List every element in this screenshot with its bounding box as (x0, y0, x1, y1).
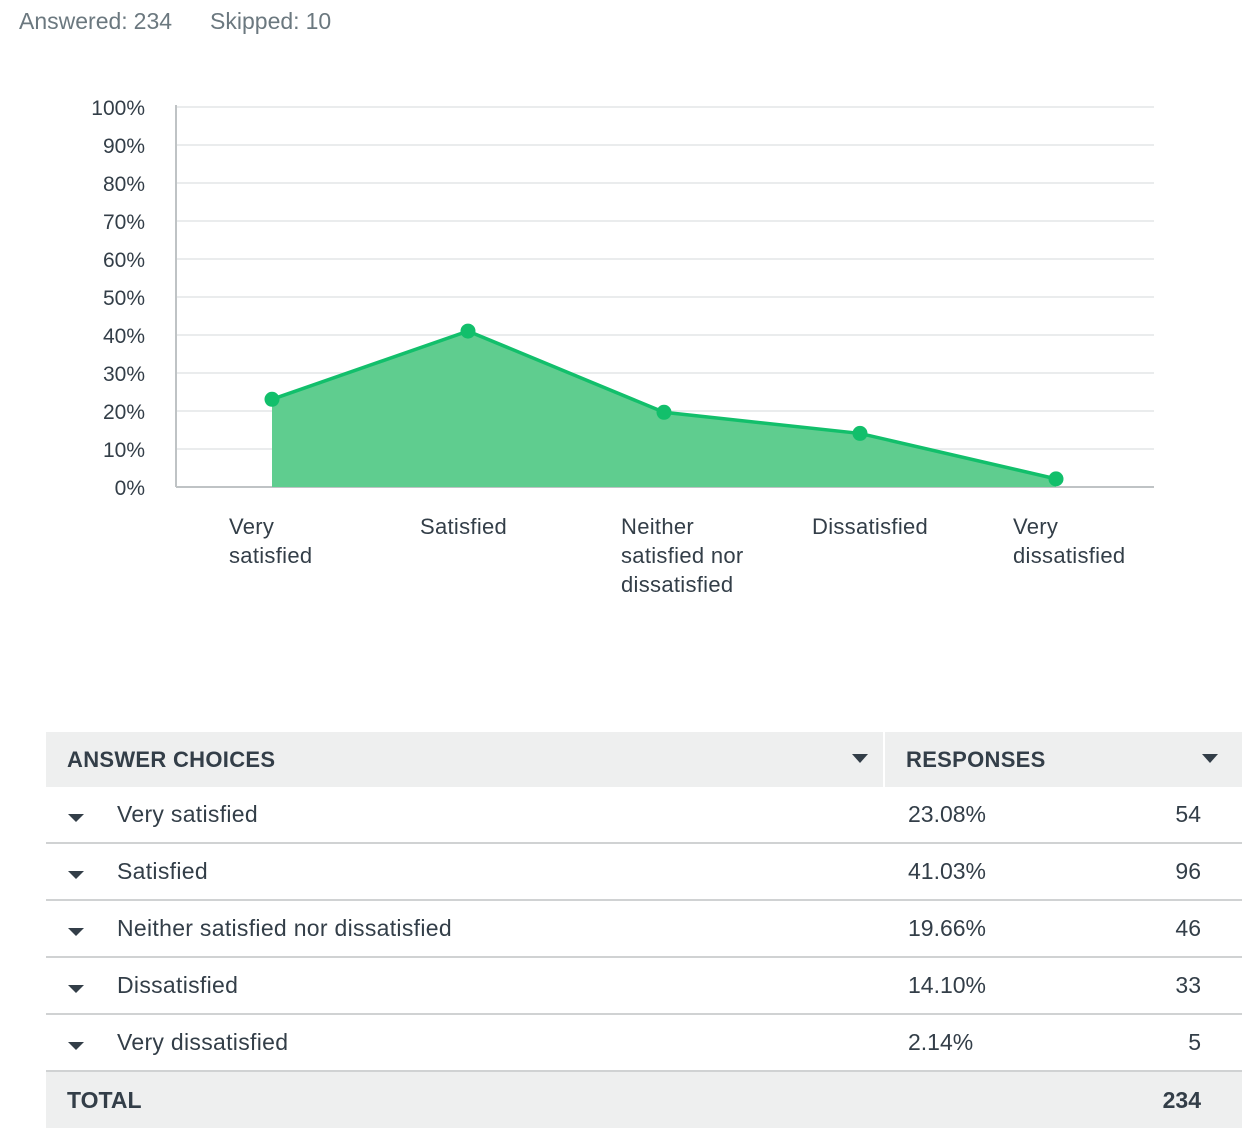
data-point (1048, 471, 1064, 487)
response-count: 54 (1175, 801, 1201, 827)
responses-header[interactable]: RESPONSES (885, 732, 1242, 787)
answer-choice-label: Neither satisfied nor dissatisfied (117, 915, 452, 941)
expand-row-icon[interactable] (68, 1042, 84, 1050)
x-tick-label-line: satisfied nor (621, 543, 744, 568)
x-tick-label-line: dissatisfied (1013, 543, 1126, 568)
response-percent: 19.66% (908, 915, 987, 941)
data-point (460, 323, 476, 339)
skipped-label: Skipped: (210, 8, 300, 34)
answered-value: 234 (133, 8, 173, 34)
response-count: 46 (1175, 915, 1201, 941)
area-chart: 0% 10% 20% 30% 40% 50% 60% 70% 80% 90% 100% (91, 97, 1154, 500)
table-row[interactable]: Very dissatisfied 2.14% 5 (46, 1015, 1242, 1072)
answered-label: Answered: (19, 8, 128, 34)
x-tick-label: Very satisfied (229, 512, 312, 570)
response-count: 96 (1175, 858, 1201, 884)
responses-header-label: RESPONSES (906, 746, 1046, 772)
x-tick-label-line: Satisfied (420, 514, 508, 539)
data-point (656, 404, 672, 420)
y-tick-label: 60% (103, 249, 145, 272)
y-tick-label: 70% (103, 211, 145, 234)
y-tick-label: 0% (115, 477, 145, 500)
x-tick-label-line: Very (1013, 514, 1059, 539)
answer-choices-header[interactable]: ANSWER CHOICES (46, 732, 885, 787)
x-tick-label: Dissatisfied (812, 512, 928, 541)
responses-sort-icon[interactable] (1202, 754, 1218, 763)
answer-choices-header-label: ANSWER CHOICES (67, 746, 276, 772)
response-percent: 41.03% (908, 858, 987, 884)
x-tick-label: Very dissatisfied (1013, 512, 1125, 570)
response-percent: 2.14% (908, 1029, 974, 1055)
answer-choice-label: Satisfied (117, 858, 208, 884)
x-tick-label-line: Neither (621, 514, 695, 539)
expand-row-icon[interactable] (68, 985, 84, 993)
x-tick-label: Neither satisfied nor dissatisfied (621, 512, 744, 599)
answered-stat: Answered: 234 (19, 8, 172, 35)
y-tick-label: 90% (103, 135, 145, 158)
table-row[interactable]: Dissatisfied 14.10% 33 (46, 958, 1242, 1015)
data-point (264, 391, 280, 407)
table-header: ANSWER CHOICES RESPONSES (46, 732, 1242, 787)
y-tick-label: 80% (103, 173, 145, 196)
response-summary: Answered: 234 Skipped: 10 (19, 8, 331, 35)
y-tick-label: 20% (103, 401, 145, 424)
total-row: TOTAL 234 (46, 1072, 1242, 1128)
answer-choice-label: Dissatisfied (117, 972, 239, 998)
total-value: 234 (1162, 1086, 1201, 1113)
y-tick-label: 100% (91, 97, 145, 120)
x-tick-label-line: dissatisfied (621, 572, 734, 597)
skipped-stat: Skipped: 10 (210, 8, 331, 35)
response-percent: 14.10% (908, 972, 987, 998)
expand-row-icon[interactable] (68, 928, 84, 936)
expand-row-icon[interactable] (68, 871, 84, 879)
y-tick-label: 50% (103, 287, 145, 310)
x-tick-label-line: Very (229, 514, 275, 539)
response-percent: 23.08% (908, 801, 987, 827)
area-fill (272, 331, 1056, 487)
answer-choice-label: Very dissatisfied (117, 1029, 289, 1055)
y-tick-label: 10% (103, 439, 145, 462)
expand-row-icon[interactable] (68, 814, 84, 822)
x-tick-label-line: satisfied (229, 543, 313, 568)
x-tick-label-line: Dissatisfied (812, 514, 929, 539)
answer-choice-label: Very satisfied (117, 801, 258, 827)
skipped-value: 10 (305, 8, 332, 34)
total-label: TOTAL (67, 1086, 142, 1113)
answer-choices-sort-icon[interactable] (852, 754, 868, 763)
table-row[interactable]: Very satisfied 23.08% 54 (46, 787, 1242, 844)
results-table: ANSWER CHOICES RESPONSES Very satisfied … (46, 732, 1242, 1128)
response-count: 33 (1175, 972, 1201, 998)
x-tick-label: Satisfied (420, 512, 507, 541)
y-tick-label: 40% (103, 325, 145, 348)
data-point (852, 425, 868, 441)
table-row[interactable]: Satisfied 41.03% 96 (46, 844, 1242, 901)
y-tick-label: 30% (103, 363, 145, 386)
table-row[interactable]: Neither satisfied nor dissatisfied 19.66… (46, 901, 1242, 958)
response-count: 5 (1188, 1029, 1201, 1055)
